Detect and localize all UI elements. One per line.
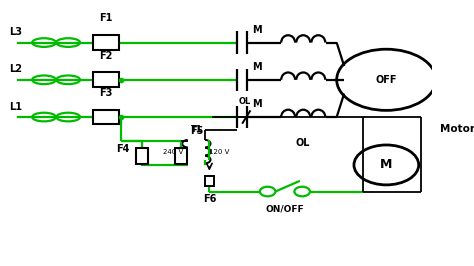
- Text: OFF: OFF: [375, 75, 397, 85]
- Bar: [175, 148, 187, 164]
- Text: Motor: Motor: [440, 124, 474, 134]
- Text: M: M: [380, 159, 392, 171]
- Text: M: M: [253, 24, 262, 35]
- Text: F2: F2: [99, 51, 112, 61]
- Text: F3: F3: [99, 88, 112, 98]
- Bar: [93, 72, 118, 87]
- Text: F4: F4: [116, 144, 130, 154]
- Bar: [137, 148, 148, 164]
- Text: OL: OL: [238, 97, 251, 106]
- Text: F6: F6: [203, 194, 216, 203]
- Bar: [93, 35, 118, 50]
- Text: L1: L1: [9, 102, 22, 112]
- Text: L2: L2: [9, 64, 22, 74]
- Text: T1: T1: [191, 125, 202, 134]
- Text: F1: F1: [99, 13, 112, 23]
- Text: L3: L3: [9, 27, 22, 37]
- Text: 240 V: 240 V: [163, 149, 183, 155]
- Text: F5: F5: [190, 126, 203, 136]
- Text: M: M: [253, 62, 262, 72]
- Bar: [93, 110, 118, 124]
- Text: 120 V: 120 V: [210, 149, 230, 155]
- Text: OL: OL: [296, 138, 310, 148]
- Bar: [205, 176, 214, 186]
- Text: M: M: [253, 99, 262, 109]
- Text: ON/OFF: ON/OFF: [265, 205, 304, 214]
